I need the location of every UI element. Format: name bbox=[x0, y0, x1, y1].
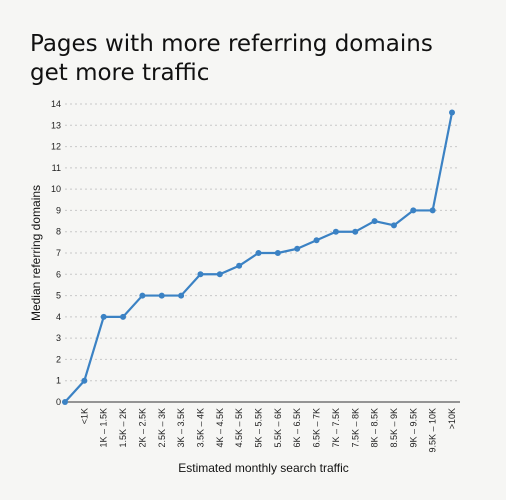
data-point bbox=[81, 377, 88, 384]
chart-title-line-1: Pages with more referring domains bbox=[30, 31, 433, 57]
x-tick-label: 9.5K – 10K bbox=[428, 408, 438, 453]
x-tick-label: 1K – 1.5K bbox=[99, 408, 109, 448]
y-tick-label: 2 bbox=[56, 354, 61, 364]
data-point bbox=[178, 292, 185, 299]
y-tick-label: 5 bbox=[56, 291, 61, 301]
x-tick-label: 7K – 7.5K bbox=[331, 408, 341, 448]
y-tick-label: 7 bbox=[56, 248, 61, 258]
data-point bbox=[313, 237, 320, 244]
y-tick-label: 1 bbox=[56, 376, 61, 386]
y-tick-label: 12 bbox=[51, 142, 61, 152]
data-point bbox=[62, 399, 68, 405]
data-point bbox=[120, 313, 127, 320]
data-point bbox=[410, 207, 417, 214]
data-point bbox=[197, 271, 204, 278]
chart-title: Pages with more referring domains get mo… bbox=[30, 30, 470, 88]
y-tick-label: 13 bbox=[51, 120, 61, 130]
x-tick-label: 5K – 5.5K bbox=[254, 408, 264, 448]
y-axis-title: Median referring domains bbox=[29, 185, 43, 321]
x-tick-label: >10K bbox=[447, 408, 457, 429]
data-point bbox=[236, 262, 243, 269]
data-point bbox=[158, 292, 165, 299]
y-tick-label: 11 bbox=[52, 163, 61, 173]
x-tick-label: 8K – 8.5K bbox=[370, 408, 380, 448]
data-point bbox=[216, 271, 223, 278]
data-point bbox=[371, 218, 378, 225]
x-tick-label: 7.5K – 8K bbox=[350, 408, 360, 448]
x-tick-label: 1.5K – 2K bbox=[118, 408, 128, 448]
x-tick-label: 4.5K – 5K bbox=[234, 408, 244, 448]
x-tick-label: 6.5K – 7K bbox=[312, 408, 322, 448]
data-point bbox=[294, 245, 301, 252]
series-line bbox=[64, 112, 454, 403]
data-point bbox=[332, 228, 339, 235]
data-point bbox=[255, 250, 262, 256]
x-tick-label: 4K – 4.5K bbox=[215, 408, 225, 448]
x-tick-label: 9K – 9.5K bbox=[408, 408, 418, 448]
y-tick-label: 0 bbox=[56, 397, 61, 407]
data-point bbox=[274, 250, 281, 256]
x-tick-label: 2.5K – 3K bbox=[157, 408, 167, 448]
x-tick-label: 3.5K – 4K bbox=[195, 408, 205, 448]
data-point bbox=[139, 292, 146, 299]
y-tick-label: 3 bbox=[56, 333, 61, 343]
y-tick-label: 9 bbox=[56, 205, 61, 215]
x-tick-label: 5.5K – 6K bbox=[273, 408, 283, 448]
y-tick-label: 14 bbox=[51, 99, 61, 109]
y-tick-label: 4 bbox=[56, 312, 61, 322]
x-tick-label: 8.5K – 9K bbox=[389, 408, 399, 448]
x-tick-label: 3K – 3.5K bbox=[176, 408, 186, 448]
y-tick-label: 8 bbox=[56, 227, 61, 237]
data-point bbox=[100, 313, 107, 320]
x-tick-label: 2K – 2.5K bbox=[137, 408, 147, 448]
x-axis-title: Estimated monthly search traffic bbox=[178, 461, 349, 475]
x-tick-label: 6K – 6.5K bbox=[292, 408, 302, 448]
y-tick-label: 10 bbox=[51, 184, 61, 194]
data-point bbox=[390, 222, 397, 229]
data-point bbox=[429, 207, 436, 214]
y-tick-label: 6 bbox=[56, 269, 61, 279]
x-tick-label: <1K bbox=[79, 408, 89, 424]
data-point bbox=[352, 228, 359, 235]
data-point bbox=[449, 109, 455, 116]
chart-title-line-2: get more traffic bbox=[30, 60, 210, 86]
